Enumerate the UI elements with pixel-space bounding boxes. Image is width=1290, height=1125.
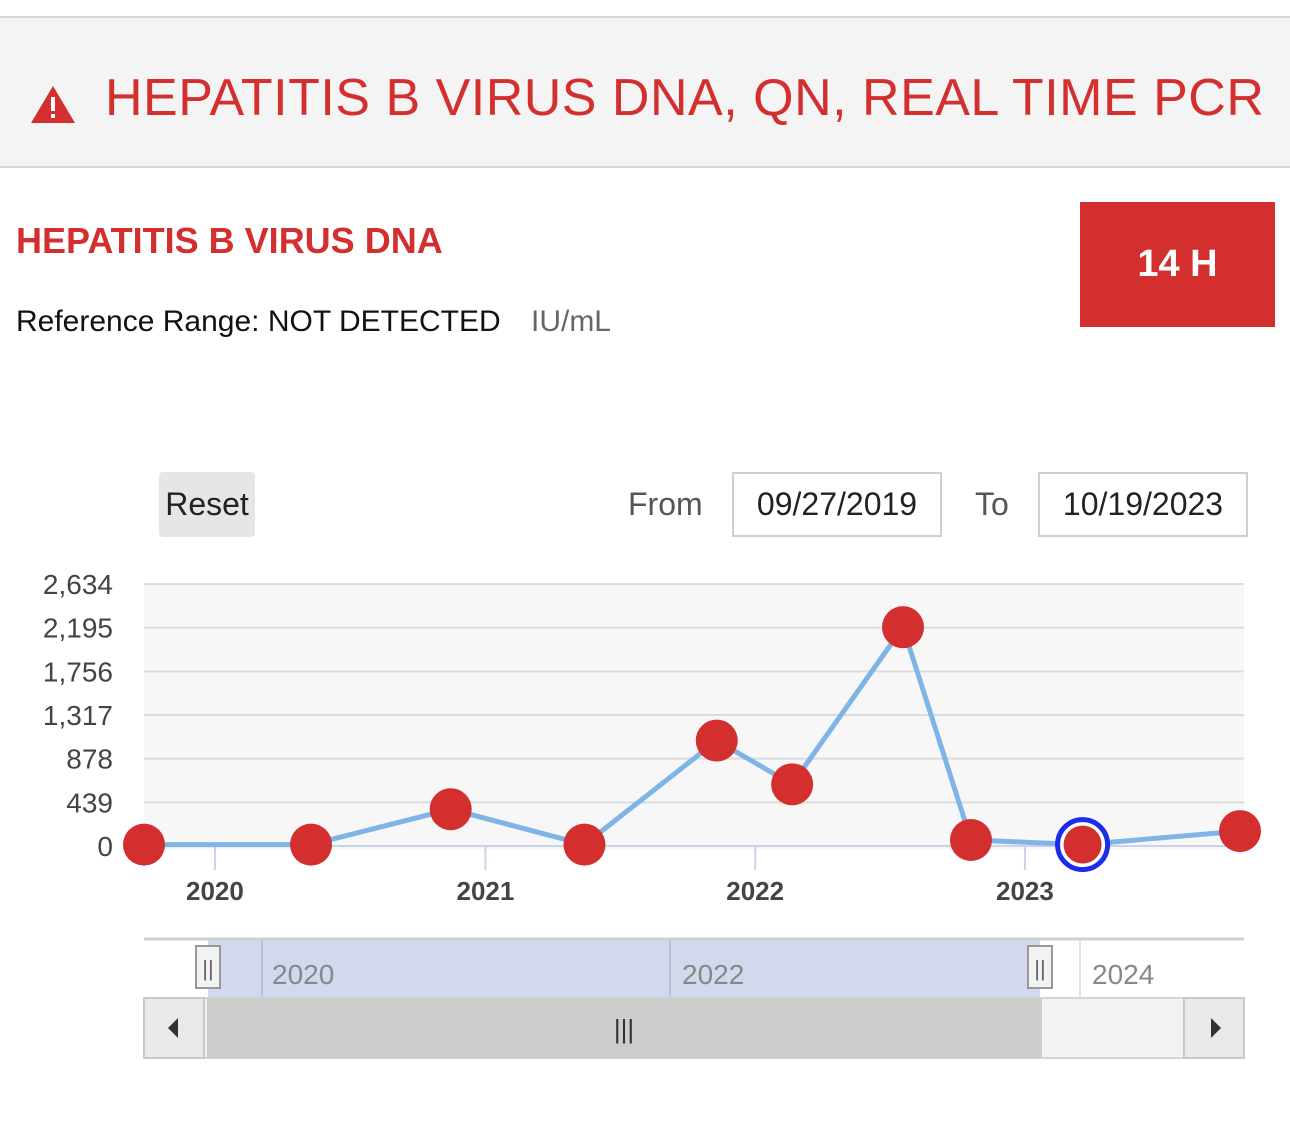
y-tick-label: 1,756 (43, 656, 113, 687)
navigator-scrollbar-thumb[interactable] (207, 998, 1042, 1058)
y-tick-label: 0 (97, 831, 113, 862)
x-tick-label: 2023 (996, 876, 1054, 906)
to-label: To (975, 486, 1009, 522)
from-label: From (628, 486, 703, 522)
data-point[interactable] (1063, 825, 1102, 864)
reference-range-label: Reference Range: (16, 305, 260, 338)
data-point[interactable] (771, 763, 814, 806)
y-tick-label: 878 (66, 744, 113, 775)
handle-grip-icon: || (1034, 956, 1045, 981)
x-tick-label: 2022 (726, 876, 784, 906)
plot-area (144, 584, 1244, 849)
data-point[interactable] (563, 823, 606, 866)
chevron-right-icon (1211, 1018, 1221, 1038)
scroll-left-button[interactable] (143, 997, 205, 1059)
reference-range-row: Reference Range: NOT DETECTED IU/mL (16, 305, 611, 339)
y-tick-label: 1,317 (43, 700, 113, 731)
data-point[interactable] (949, 819, 992, 862)
test-name: HEPATITIS B VIRUS DNA (16, 220, 443, 261)
handle-grip-icon: || (202, 956, 213, 981)
range-navigator[interactable]: 2020 2022 2024 || || ||| (143, 937, 1245, 1059)
series-line (144, 624, 1241, 848)
x-tick-label: 2020 (186, 876, 244, 906)
data-point[interactable] (1219, 810, 1261, 853)
page-title: HEPATITIS B VIRUS DNA, QN, REAL TIME PCR (105, 69, 1265, 127)
scrollbar-grip-icon: ||| (614, 1014, 634, 1044)
data-point[interactable] (881, 606, 924, 649)
scroll-right-button[interactable] (1183, 997, 1245, 1059)
navigator-left-handle[interactable]: || (195, 945, 221, 989)
navigator-label: 2020 (272, 959, 334, 990)
page-header: HEPATITIS B VIRUS DNA, QN, REAL TIME PCR (0, 16, 1290, 168)
y-tick-label: 2,195 (43, 613, 113, 644)
data-point[interactable] (695, 719, 738, 762)
navigator-label: 2024 (1092, 959, 1154, 990)
data-point[interactable] (123, 823, 165, 866)
reference-range-value: NOT DETECTED (267, 305, 501, 338)
navigator-label: 2022 (682, 959, 744, 990)
data-point[interactable] (290, 823, 333, 866)
reset-button[interactable]: Reset (159, 472, 255, 537)
x-tick-label: 2021 (457, 876, 515, 906)
from-date-input[interactable] (732, 472, 942, 537)
navigator-selected-range[interactable] (208, 940, 1040, 998)
trend-chart: 2,634 2,195 1,756 1,317 878 439 0 2020 2021 2022… (43, 569, 1261, 1059)
y-tick-label: 439 (66, 787, 113, 818)
to-date-input[interactable] (1038, 472, 1248, 537)
data-point[interactable] (429, 788, 472, 831)
y-tick-label: 2,634 (43, 569, 113, 600)
units-label: IU/mL (530, 305, 611, 338)
result-badge: 14 H (1080, 202, 1275, 327)
navigator-right-handle[interactable]: || (1027, 945, 1053, 989)
warning-icon (31, 86, 75, 123)
chevron-left-icon (168, 1018, 178, 1038)
